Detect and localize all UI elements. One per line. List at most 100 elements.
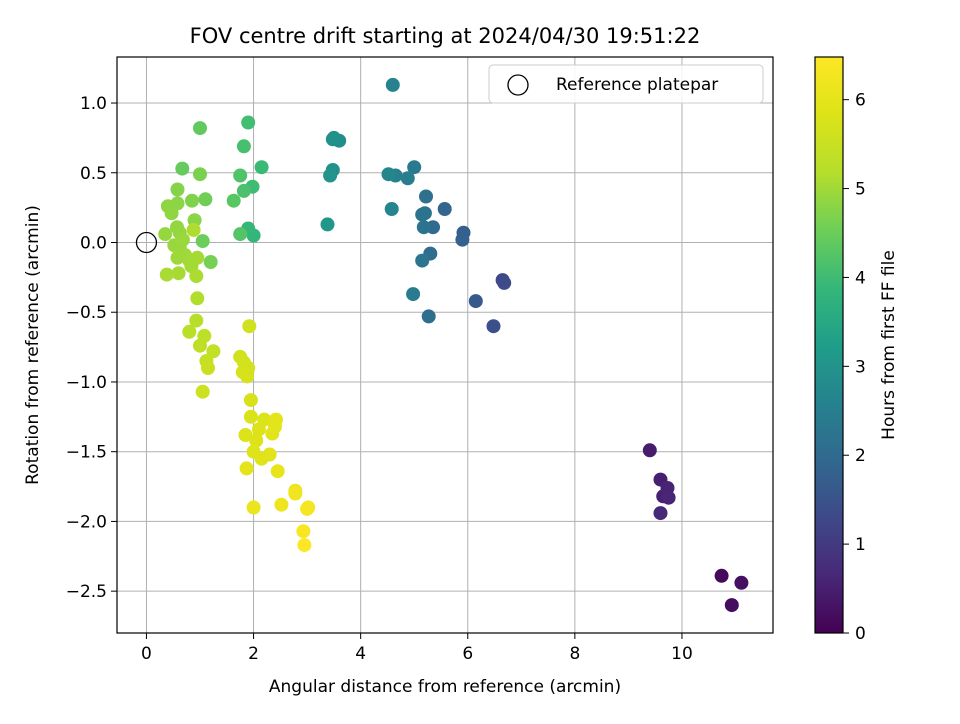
- data-point: [415, 253, 430, 268]
- colorbar-ticks: 0 1 2 3 4 5 6: [843, 91, 866, 644]
- data-point: [323, 168, 338, 183]
- colorbar-gradient: [815, 57, 843, 633]
- data-point: [661, 490, 676, 505]
- data-point: [407, 160, 422, 175]
- data-point: [193, 121, 207, 136]
- data-points: [158, 77, 749, 613]
- chart-title: FOV centre drift starting at 2024/04/30 …: [190, 24, 701, 48]
- x-axis-ticks: 0 2 4 6 8 10: [141, 633, 693, 664]
- data-point: [262, 447, 277, 462]
- data-point: [182, 324, 197, 339]
- data-point: [242, 319, 257, 334]
- data-point: [236, 183, 251, 198]
- data-point: [497, 275, 512, 290]
- data-point: [486, 319, 501, 334]
- data-point: [226, 193, 241, 208]
- data-point: [186, 222, 201, 237]
- legend-open-circle-marker: [507, 74, 529, 96]
- data-point: [190, 250, 205, 265]
- data-point: [254, 160, 269, 175]
- reference-marker-group: [135, 231, 158, 254]
- y-tick-label: −2.5: [66, 582, 107, 602]
- x-tick-label: 10: [671, 644, 693, 664]
- colorbar-tick-label: 5: [855, 180, 866, 200]
- data-point: [714, 568, 729, 583]
- data-point: [195, 384, 210, 399]
- data-point: [297, 538, 312, 553]
- data-point: [300, 501, 315, 516]
- data-point: [320, 217, 335, 232]
- legend-entry-label: Reference platepar: [556, 75, 718, 95]
- data-point: [385, 77, 400, 92]
- colorbar-tick-label: 1: [855, 535, 866, 555]
- y-tick-label: −1.0: [66, 373, 107, 393]
- colorbar-label: Hours from first FF file: [879, 250, 899, 440]
- data-point: [421, 309, 436, 324]
- y-tick-label: 0.5: [80, 164, 107, 184]
- data-point: [269, 412, 283, 427]
- data-point: [274, 497, 289, 512]
- data-point: [233, 168, 248, 183]
- colorbar-tick-label: 2: [855, 446, 866, 466]
- data-point: [384, 202, 399, 216]
- data-point: [193, 338, 207, 353]
- data-point: [400, 171, 415, 186]
- data-point: [175, 232, 190, 247]
- grid: [117, 57, 773, 633]
- y-tick-label: −2.0: [66, 512, 107, 532]
- data-point: [246, 500, 261, 515]
- data-point: [241, 115, 256, 130]
- data-point: [419, 189, 433, 204]
- data-point: [189, 269, 204, 283]
- data-point: [195, 234, 210, 249]
- data-point: [198, 192, 213, 207]
- data-point: [406, 287, 421, 302]
- data-point: [249, 433, 264, 448]
- data-point: [734, 575, 749, 590]
- colorbar-tick-label: 6: [855, 91, 866, 111]
- colorbar-tick-label: 0: [855, 624, 866, 644]
- data-point: [724, 598, 739, 613]
- colorbar-tick-label: 3: [855, 357, 866, 377]
- data-point: [381, 167, 396, 182]
- legend: Reference platepar: [488, 64, 764, 104]
- plot-area: [117, 57, 773, 633]
- data-point: [190, 291, 205, 306]
- data-point: [325, 132, 340, 147]
- y-axis-label: Rotation from reference (arcmin): [23, 205, 43, 485]
- colorbar-frame: [814, 56, 844, 634]
- data-point: [206, 344, 221, 359]
- data-point: [642, 443, 657, 458]
- x-tick-label: 8: [569, 644, 580, 664]
- colorbar: 0 1 2 3 4 5 6 Hours from first FF file: [814, 56, 899, 644]
- data-point: [171, 266, 186, 281]
- x-axis-label: Angular distance from reference (arcmin): [269, 677, 621, 697]
- data-point: [238, 428, 253, 442]
- data-point: [158, 227, 173, 242]
- x-tick-label: 0: [141, 644, 152, 664]
- y-axis-ticks: 1.0 0.5 0.0 −0.5 −1.0 −1.5 −2.0 −2.5: [66, 94, 117, 602]
- x-tick-label: 2: [248, 644, 259, 664]
- data-point: [437, 202, 452, 216]
- data-point: [201, 361, 215, 375]
- data-point: [236, 139, 251, 154]
- data-point: [288, 486, 303, 501]
- data-point: [193, 167, 207, 182]
- data-point: [170, 182, 185, 197]
- data-point: [159, 267, 174, 282]
- data-point: [189, 313, 204, 328]
- y-tick-label: 1.0: [80, 94, 107, 114]
- data-point: [243, 409, 258, 424]
- data-point: [416, 220, 431, 235]
- data-point: [415, 207, 430, 222]
- axes-frame: [116, 56, 774, 634]
- data-point: [653, 506, 668, 521]
- data-point: [243, 393, 258, 408]
- data-point: [296, 524, 311, 539]
- data-point: [233, 227, 248, 242]
- legend-box: [488, 64, 764, 104]
- colorbar-tick-label: 4: [855, 268, 866, 288]
- data-point: [468, 294, 483, 309]
